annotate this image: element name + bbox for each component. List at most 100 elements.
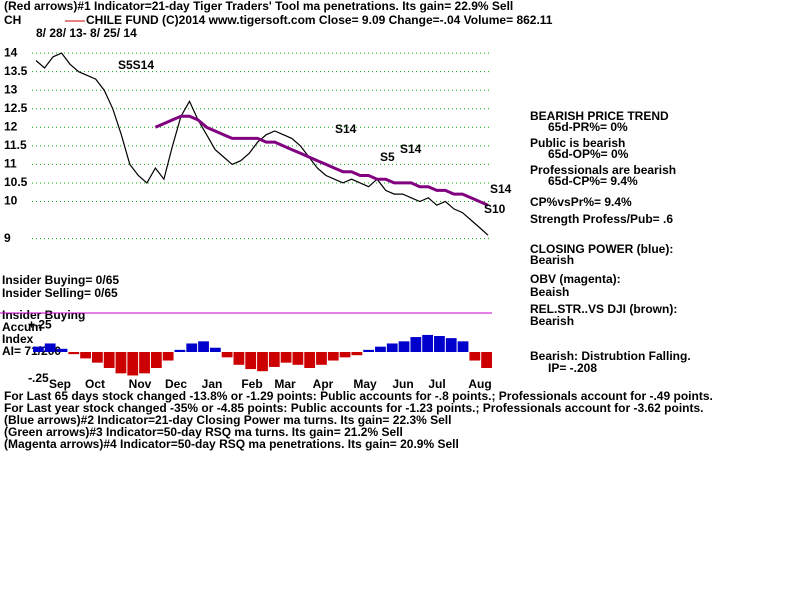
side-text: Insider Selling= 0/65 bbox=[2, 286, 118, 300]
bar bbox=[198, 341, 209, 352]
indicator: (Red arrows)#1 Indicator=21-day Tiger Tr… bbox=[4, 0, 513, 13]
annotation: S14 bbox=[400, 142, 422, 156]
side-text: CLOSING POWER (blue): bbox=[530, 242, 673, 256]
bar bbox=[445, 338, 457, 352]
info: CHILE FUND (C)2014 www.tigersoft.com Clo… bbox=[86, 13, 553, 27]
bar bbox=[339, 352, 351, 358]
bar bbox=[351, 352, 363, 356]
bar bbox=[115, 352, 127, 374]
annotation: S5 bbox=[380, 150, 395, 164]
side-text: Professionals are bearish bbox=[530, 163, 676, 177]
x-tick-label: Feb bbox=[241, 377, 262, 391]
x-tick-label: Sep bbox=[49, 377, 71, 391]
bar bbox=[174, 349, 186, 352]
annotation: S5S14 bbox=[118, 58, 154, 72]
bar bbox=[469, 352, 481, 361]
y-tick-label: 11.5 bbox=[4, 138, 27, 152]
side-text: Public is bearish bbox=[530, 136, 625, 150]
side-text: BEARISH PRICE TREND bbox=[530, 109, 669, 123]
x-tick-label: Mar bbox=[274, 377, 296, 391]
bar bbox=[292, 352, 304, 365]
x-tick-label: Jan bbox=[202, 377, 223, 391]
bar bbox=[434, 336, 445, 352]
footer-text: (Green arrows)#3 Indicator=50-day RSQ ma… bbox=[4, 425, 403, 439]
y-tick-label: 10 bbox=[4, 194, 18, 208]
date-range: 8/ 28/ 13- 8/ 25/ 14 bbox=[36, 26, 137, 40]
bar bbox=[375, 346, 386, 352]
bar bbox=[422, 334, 434, 352]
y-tick-label: 9 bbox=[4, 231, 11, 245]
side-text: OBV (magenta): bbox=[530, 272, 621, 286]
price-line bbox=[35, 52, 489, 236]
x-tick-label: May bbox=[353, 377, 377, 391]
footer-text: (Magenta arrows)#4 Indicator=50-day RSQ … bbox=[4, 437, 459, 451]
bar bbox=[481, 352, 492, 368]
y-tick-label: -.25 bbox=[28, 371, 49, 385]
y-tick-label: 14 bbox=[4, 45, 18, 59]
bar bbox=[80, 352, 91, 359]
bar bbox=[316, 352, 327, 365]
bar bbox=[398, 341, 410, 352]
bar bbox=[386, 343, 398, 352]
footer-text: For Last year stock changed -35% or -4.8… bbox=[4, 401, 704, 415]
side-text: IP= -.208 bbox=[548, 361, 597, 375]
side-text: 65d-PR%= 0% bbox=[548, 120, 628, 134]
x-tick-label: Dec bbox=[165, 377, 187, 391]
bar bbox=[127, 352, 139, 376]
x-tick-label: Oct bbox=[85, 377, 105, 391]
bar bbox=[304, 352, 316, 368]
side-text: CP%vsPr%= 9.4% bbox=[530, 195, 632, 209]
footer-text: (Blue arrows)#2 Indicator=21-day Closing… bbox=[4, 413, 451, 427]
side-text: REL.STR..VS DJI (brown): bbox=[530, 302, 677, 316]
bar bbox=[150, 352, 162, 368]
y-tick-label: 13 bbox=[4, 82, 18, 96]
bar bbox=[162, 352, 174, 361]
bar bbox=[44, 343, 56, 352]
footer-text: For Last 65 days stock changed -13.8% or… bbox=[4, 389, 713, 403]
y-tick-label: 12.5 bbox=[4, 101, 28, 115]
side-text: Bearish: Distrubtion Falling. bbox=[530, 349, 691, 363]
side-text: Insider Buying= 0/65 bbox=[2, 273, 119, 287]
x-tick-label: Nov bbox=[129, 377, 152, 391]
bar bbox=[257, 352, 268, 372]
annotation: S10 bbox=[484, 202, 506, 216]
bar bbox=[363, 349, 375, 352]
bar bbox=[68, 352, 80, 355]
bar bbox=[139, 352, 150, 374]
bar bbox=[103, 352, 115, 368]
side-text: Beaish bbox=[530, 285, 569, 299]
bar bbox=[410, 337, 422, 352]
side-text: 65d-OP%= 0% bbox=[548, 147, 629, 161]
x-tick-label: Aug bbox=[468, 377, 491, 391]
annotation: S14 bbox=[335, 122, 357, 136]
bar bbox=[245, 352, 257, 370]
side-text: Strength Profess/Pub= .6 bbox=[530, 212, 673, 226]
y-tick-label: 10.5 bbox=[4, 175, 28, 189]
bar bbox=[91, 352, 103, 363]
y-tick-label: 11 bbox=[4, 157, 17, 171]
y-tick-label: 12 bbox=[4, 119, 18, 133]
bar bbox=[268, 352, 280, 367]
bar bbox=[233, 352, 245, 365]
x-tick-label: Jul bbox=[428, 377, 445, 391]
y-tick-label: +.25 bbox=[28, 318, 52, 332]
bar bbox=[56, 348, 68, 352]
label: Index bbox=[2, 332, 34, 346]
bar bbox=[280, 352, 292, 363]
label: Insider Buying bbox=[2, 308, 85, 322]
side-text: Bearish bbox=[530, 314, 574, 328]
x-tick-label: Jun bbox=[392, 377, 413, 391]
annotation: S14 bbox=[490, 182, 512, 196]
side-text: Bearish bbox=[530, 253, 574, 267]
bar bbox=[33, 346, 44, 352]
bar bbox=[209, 347, 221, 352]
label: Accum bbox=[2, 320, 42, 334]
bar bbox=[221, 352, 233, 358]
symbol: CH bbox=[4, 13, 21, 27]
price-line bbox=[154, 114, 489, 207]
y-tick-label: 13.5 bbox=[4, 64, 28, 78]
bar bbox=[457, 341, 469, 352]
bar bbox=[327, 352, 339, 361]
bar bbox=[186, 343, 198, 352]
